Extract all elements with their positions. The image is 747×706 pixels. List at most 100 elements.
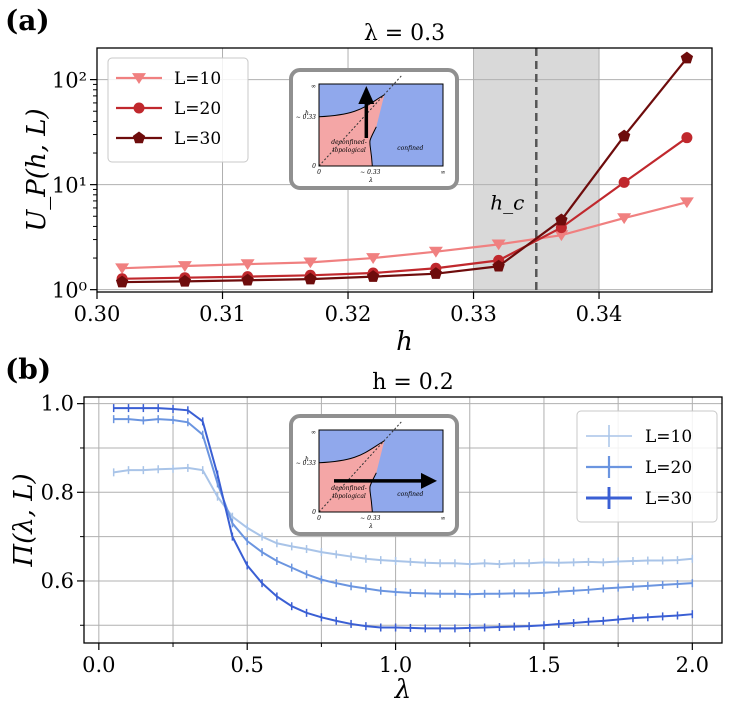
data-point — [491, 239, 506, 251]
data-point — [679, 197, 694, 209]
data-point — [366, 270, 380, 282]
legend-label: L=30 — [645, 489, 692, 509]
legend-b: L=10 L=20 L=30 — [576, 410, 718, 523]
panel-label-b: (b) — [5, 353, 51, 386]
data-point — [492, 259, 505, 272]
series-a-2 — [115, 51, 694, 288]
inset-left-zero: 0 — [312, 163, 316, 170]
phase-inset-b: ∼ 0.33∞0h∼ 0.33 ∞0λdeconfined-topological… — [289, 414, 459, 536]
tick-label-x: 2.0 — [676, 653, 709, 677]
inset-region-right: confined — [397, 491, 423, 498]
legend-label: L=30 — [174, 129, 221, 149]
inset-region-left-2: topological — [332, 493, 366, 500]
inset-x-label: λ — [368, 523, 373, 530]
tick-label-x: 0.31 — [199, 302, 246, 326]
series-b-1 — [112, 415, 694, 599]
data-point — [554, 230, 569, 242]
data-point — [241, 273, 254, 286]
series-line — [122, 136, 688, 280]
legend-marker — [132, 131, 146, 144]
series-line — [113, 466, 693, 566]
inset-axes — [318, 429, 444, 513]
panel-label-a: (a) — [5, 4, 50, 37]
arrow-head — [358, 86, 375, 104]
inset-x-label: λ — [368, 177, 373, 184]
data-point — [304, 272, 317, 285]
inset-x-tick: ∼ 0.33 — [360, 515, 380, 522]
data-point — [617, 213, 632, 225]
data-point — [303, 257, 318, 269]
tick-label-y: 1.0 — [41, 392, 74, 416]
series-line — [122, 201, 688, 270]
inset-bottom-zero: 0 — [317, 515, 321, 522]
inset-top-tick: ∞ — [311, 83, 316, 90]
phase-boundary-h — [318, 440, 385, 464]
tick-label-x: 1.0 — [379, 653, 412, 677]
phase-boundary-l — [369, 472, 377, 513]
legend-a: L=10 L=20 L=30 — [107, 57, 249, 163]
self-dual-line — [318, 74, 403, 167]
inset-left-zero: 0 — [312, 509, 316, 516]
series-a-0 — [115, 197, 694, 275]
arrow-head — [421, 472, 437, 489]
chart-title-a: λ = 0.3 — [364, 21, 445, 46]
data-point — [366, 253, 381, 264]
y-axis-label-b: Π(λ, L) — [9, 473, 39, 567]
legend-box — [576, 410, 718, 523]
legend-label: L=10 — [645, 427, 692, 447]
tick-label-y: 10⁰ — [52, 279, 87, 303]
critical-label: h_c — [490, 190, 524, 214]
series-line — [122, 57, 688, 284]
plot-frame — [96, 47, 713, 293]
x-axis-label-a: h — [396, 327, 413, 357]
inset-region-left-1: deconfined- — [331, 139, 367, 146]
chart-a: 0.30 0.31 0.32 0.33 0.34 10⁰ 10¹ 10² h_c L=10 L=20… — [52, 47, 713, 326]
series-line — [113, 418, 693, 596]
tick-label-x: 0.0 — [82, 653, 115, 677]
inset-right-tick: ∞ — [441, 515, 446, 522]
data-point — [240, 259, 255, 271]
inset-bottom-zero: 0 — [317, 169, 321, 176]
inset-region-left-2: topological — [332, 147, 366, 154]
inset-axes — [318, 83, 444, 167]
data-point — [178, 274, 192, 287]
data-point — [681, 132, 693, 144]
chart-title-b: h = 0.2 — [372, 370, 454, 395]
tick-label-y: 0.8 — [41, 480, 74, 504]
tick-label-y: 10² — [52, 69, 87, 93]
legend-marker — [132, 73, 146, 84]
inset-right-tick: ∞ — [441, 169, 446, 176]
legend-label: L=10 — [174, 69, 221, 89]
inset-top-tick: ∞ — [311, 429, 316, 436]
chart-b: 0.0 0.5 1.0 1.5 2.0 0.6 0.8 1.0 L=10 L=20 L=30 ∼ 0.… — [41, 392, 723, 677]
tick-label-x: 1.5 — [527, 653, 560, 677]
tick-label-y: 10¹ — [52, 174, 87, 198]
data-point — [115, 263, 130, 275]
inset-y-tick: ∼ 0.33 — [296, 114, 316, 121]
data-point — [618, 176, 630, 188]
data-point — [428, 246, 443, 258]
inset-y-label: h — [305, 456, 309, 463]
y-axis-label-a: U_P(h, L) — [22, 108, 52, 231]
data-point — [115, 275, 129, 288]
tick-label-x: 0.34 — [576, 302, 623, 326]
data-point — [429, 267, 443, 279]
x-axis-label-b: λ — [394, 675, 411, 705]
inset-region-left-1: deconfined- — [331, 485, 367, 492]
tick-label-x: 0.33 — [450, 302, 497, 326]
inset-region-right: confined — [397, 145, 423, 152]
series-b-0 — [112, 463, 694, 569]
legend-marker — [133, 102, 145, 114]
series-b-2 — [112, 404, 694, 633]
inset-x-tick: ∼ 0.33 — [360, 169, 380, 176]
phase-boundary-h — [318, 94, 385, 118]
series-line — [113, 407, 693, 630]
inset-y-tick: ∼ 0.33 — [296, 460, 316, 467]
data-point — [177, 261, 192, 272]
tick-label-x: 0.30 — [74, 302, 121, 326]
data-point — [617, 129, 631, 142]
phase-boundary-l — [369, 126, 377, 167]
inset-y-label: h — [305, 110, 309, 117]
self-dual-line — [318, 420, 403, 513]
